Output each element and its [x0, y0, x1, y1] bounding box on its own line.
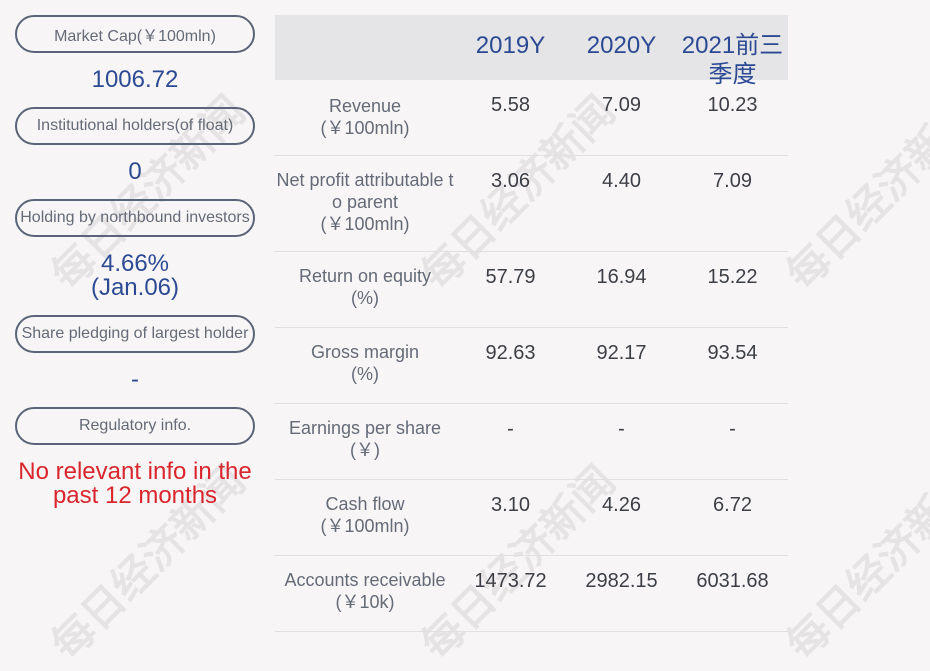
- row-label-line: Return on equity: [298, 266, 432, 286]
- row-label-unit: (￥10k): [335, 592, 395, 612]
- row-label: Return on equity (%): [275, 265, 455, 309]
- table-row: Net profit attributable t o parent (￥100…: [275, 156, 788, 252]
- cell-2021: 15.22: [707, 266, 758, 288]
- row-label-unit: (%): [351, 364, 379, 384]
- cell-2020: 16.94: [596, 266, 647, 288]
- institutional-holders-label: Institutional holders(of float): [15, 107, 255, 145]
- cell-2021: 7.09: [713, 170, 752, 192]
- cell-2019: 3.10: [491, 494, 530, 516]
- cell-2021: 6.72: [713, 494, 752, 516]
- cell-2019: 1473.72: [474, 570, 547, 592]
- row-label: Earnings per share (￥): [275, 417, 455, 461]
- row-label-line: Earnings per share: [288, 418, 442, 438]
- share-pledging-value: -: [131, 366, 139, 393]
- row-label-line: Accounts receivable: [284, 570, 446, 590]
- cell-2020: 4.40: [602, 170, 641, 192]
- column-header-2021: 2021前三 季度: [677, 31, 788, 89]
- market-cap-label: Market Cap(￥100mln): [15, 15, 255, 53]
- row-label-line: Net profit attributable t: [276, 170, 454, 190]
- cell-2020: 7.09: [602, 94, 641, 116]
- cell-2019: 57.79: [485, 266, 536, 288]
- regulatory-info-label: Regulatory info.: [15, 407, 255, 445]
- cell-2021: -: [729, 418, 736, 440]
- cell-2021: 93.54: [707, 342, 758, 364]
- regulatory-info-value: No relevant info in the: [18, 458, 252, 485]
- row-label: Gross margin (%): [275, 341, 455, 385]
- northbound-holding-label: Holding by northbound investors: [15, 199, 255, 237]
- row-label-line: Cash flow: [325, 494, 405, 514]
- row-label-unit: (￥100mln): [320, 516, 410, 536]
- row-label-unit: (￥100mln): [320, 214, 410, 234]
- row-label: Revenue (￥100mln): [275, 95, 455, 139]
- cell-2019: 3.06: [491, 170, 530, 192]
- cell-2019: -: [507, 418, 514, 440]
- watermark: 每日经济新闻: [776, 456, 930, 670]
- cell-2020: 92.17: [596, 342, 647, 364]
- cell-2020: -: [618, 418, 625, 440]
- row-label-line: Revenue: [328, 96, 402, 116]
- cell-2021: 10.23: [707, 94, 758, 116]
- row-label-unit: (￥): [350, 440, 380, 460]
- regulatory-info-value-cont: past 12 months: [52, 482, 218, 509]
- northbound-holding-value: 4.66%: [100, 250, 170, 277]
- market-cap-value: 1006.72: [91, 66, 179, 93]
- row-label: Net profit attributable t o parent (￥100…: [275, 169, 455, 235]
- table-row: Revenue (￥100mln) 5.58 7.09 10.23: [275, 80, 788, 156]
- watermark: 每日经济新闻: [776, 86, 930, 300]
- column-header-2021-line2: 季度: [708, 61, 757, 88]
- table-row: Return on equity (%) 57.79 16.94 15.22: [275, 252, 788, 328]
- row-label-unit: (%): [351, 288, 379, 308]
- column-header-2019: 2019Y: [475, 32, 546, 59]
- row-label-line: Gross margin: [310, 342, 420, 362]
- table-header: 2019Y 2020Y 2021前三 季度: [275, 15, 788, 88]
- cell-2021: 6031.68: [696, 570, 769, 592]
- institutional-holders-value: 0: [128, 158, 142, 185]
- table-row: Accounts receivable (￥10k) 1473.72 2982.…: [275, 556, 788, 632]
- cell-2020: 2982.15: [585, 570, 658, 592]
- column-header-2020: 2020Y: [586, 32, 657, 59]
- row-label-unit: (￥100mln): [320, 118, 410, 138]
- cell-2020: 4.26: [602, 494, 641, 516]
- table-row: Gross margin (%) 92.63 92.17 93.54: [275, 328, 788, 404]
- column-header-2021-line1: 2021前三: [681, 32, 784, 59]
- table-row: Earnings per share (￥) - - -: [275, 404, 788, 480]
- northbound-holding-date: (Jan.06): [90, 274, 180, 301]
- row-label-line: o parent: [331, 192, 399, 212]
- table-row: Cash flow (￥100mln) 3.10 4.26 6.72: [275, 480, 788, 556]
- cell-2019: 5.58: [491, 94, 530, 116]
- row-label: Accounts receivable (￥10k): [275, 569, 455, 613]
- row-label: Cash flow (￥100mln): [275, 493, 455, 537]
- cell-2019: 92.63: [485, 342, 536, 364]
- share-pledging-label: Share pledging of largest holder: [15, 315, 255, 353]
